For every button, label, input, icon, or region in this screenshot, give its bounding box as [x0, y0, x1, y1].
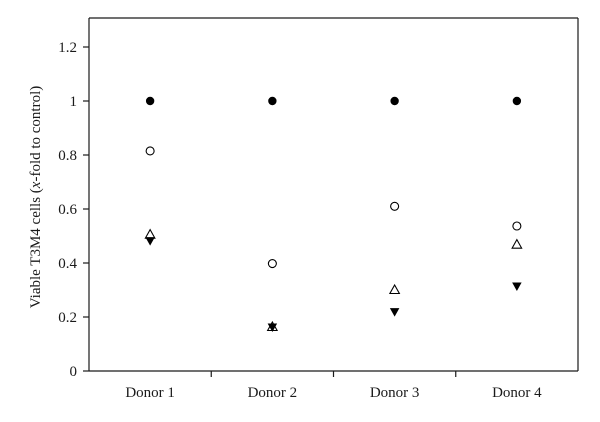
- y-axis-label-part: -fold to control): [28, 86, 44, 182]
- data-points: [144, 96, 523, 332]
- data-point-filled-circle: [512, 96, 522, 106]
- x-tick-label: Donor 4: [492, 385, 542, 401]
- y-axis-label-part: x: [28, 181, 44, 189]
- x-tick-label: Donor 2: [248, 385, 298, 401]
- data-point-open-circle: [512, 221, 522, 231]
- data-point-open-triangle: [511, 238, 523, 249]
- data-point-filled-circle: [268, 96, 277, 106]
- y-tick-label: 1: [70, 94, 78, 110]
- x-tick-label: Donor 1: [125, 385, 175, 401]
- x-tick-label: Donor 3: [370, 385, 420, 401]
- y-tick-label: 1.2: [58, 40, 77, 56]
- plot-frame: [88, 17, 579, 372]
- y-tick-label: 0.4: [58, 256, 77, 272]
- data-point-filled-triangle: [512, 282, 522, 291]
- data-point-open-circle: [267, 258, 277, 269]
- y-tick-label: 0: [70, 364, 78, 380]
- y-axis-label-part: Viable T3M4 cells (: [28, 188, 44, 308]
- data-point-filled-triangle: [145, 237, 155, 246]
- x-ticks: Donor 1 Donor 2 Donor 3 Donor 4: [125, 371, 542, 401]
- y-tick-label: 0.6: [58, 202, 77, 218]
- data-point-open-circle: [390, 201, 400, 211]
- data-point-open-circle: [145, 146, 155, 156]
- y-axis-label: Viable T3M4 cells (x-fold to control): [28, 86, 44, 309]
- data-point-filled-circle: [390, 96, 399, 106]
- data-point-filled-circle: [145, 96, 155, 106]
- y-tick-label: 0.8: [58, 148, 77, 164]
- data-point-filled-triangle: [267, 323, 278, 332]
- y-tick-label: 0.2: [58, 310, 77, 326]
- data-point-open-triangle: [144, 228, 156, 239]
- data-point-filled-triangle: [389, 308, 400, 317]
- data-point-open-triangle: [388, 283, 401, 295]
- y-ticks: 0 0.2 0.4 0.6 0.8 1 1.2: [58, 40, 89, 380]
